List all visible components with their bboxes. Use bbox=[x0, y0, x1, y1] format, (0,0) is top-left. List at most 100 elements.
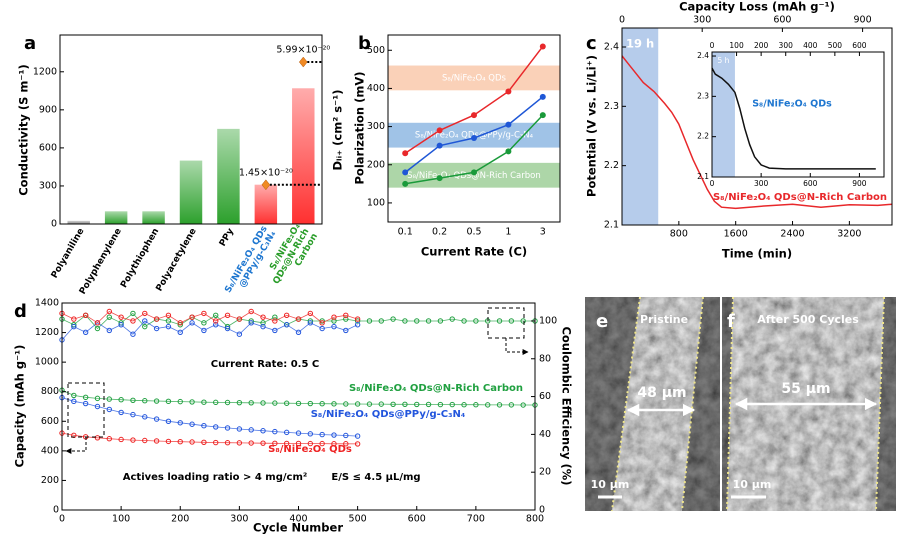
bar bbox=[254, 184, 278, 224]
point bbox=[260, 323, 266, 330]
point bbox=[354, 433, 361, 439]
panel-letter: d bbox=[14, 301, 27, 322]
point bbox=[307, 320, 314, 326]
point bbox=[319, 320, 325, 326]
point bbox=[260, 440, 266, 446]
point bbox=[224, 399, 231, 406]
y-tick-label: 2.1 bbox=[604, 220, 619, 231]
point bbox=[201, 439, 207, 445]
point bbox=[165, 398, 172, 405]
point bbox=[142, 323, 148, 330]
y-tick-label: 200 bbox=[41, 475, 59, 486]
point bbox=[71, 432, 77, 439]
point bbox=[201, 423, 207, 429]
point bbox=[224, 440, 231, 446]
y-tick-label: 1000 bbox=[35, 357, 59, 368]
point bbox=[402, 180, 409, 187]
point bbox=[142, 437, 148, 444]
x2-tick-label: 600 bbox=[852, 41, 867, 50]
x-tick-label: 1600 bbox=[724, 229, 748, 240]
panel-letter: b bbox=[358, 33, 371, 54]
x-tick-label: Polyacetylene bbox=[155, 227, 199, 294]
point bbox=[437, 401, 444, 408]
point bbox=[224, 425, 231, 431]
point bbox=[142, 398, 148, 404]
plot-frame bbox=[711, 51, 885, 178]
sem-shade bbox=[722, 297, 733, 511]
bar bbox=[292, 88, 315, 224]
point bbox=[153, 316, 160, 322]
y-tick-label: 400 bbox=[367, 83, 385, 94]
x2-tick-label: 900 bbox=[854, 15, 872, 26]
point bbox=[402, 150, 409, 157]
point bbox=[71, 316, 77, 322]
point bbox=[378, 318, 384, 324]
point bbox=[343, 316, 349, 322]
x-tick-label: 500 bbox=[349, 514, 367, 525]
y-tick-label: 2.2 bbox=[604, 160, 619, 171]
x-tick-label: 900 bbox=[852, 179, 867, 188]
point bbox=[331, 314, 337, 320]
point bbox=[189, 421, 195, 427]
y-tick-label: 800 bbox=[41, 386, 59, 397]
bar bbox=[67, 220, 90, 224]
point bbox=[130, 397, 136, 403]
dli-marker bbox=[261, 179, 271, 191]
x-tick-label: 100 bbox=[112, 514, 130, 525]
plot-area bbox=[712, 52, 884, 177]
sem-shade bbox=[682, 297, 720, 511]
x-tick-label: Polyaniline bbox=[50, 227, 87, 280]
point bbox=[224, 312, 231, 318]
y-axis-label: Capacity (mAh g⁻¹) bbox=[13, 345, 27, 468]
point bbox=[520, 318, 526, 324]
y2-tick-label: 40 bbox=[539, 429, 551, 440]
x-tick-label: 0 bbox=[710, 179, 715, 188]
point bbox=[390, 316, 396, 322]
band-label: S₈/NiFe₂O₄ QDs bbox=[442, 73, 506, 83]
point bbox=[354, 316, 361, 322]
point bbox=[461, 402, 467, 408]
point bbox=[343, 441, 349, 447]
point bbox=[106, 396, 113, 402]
series-line bbox=[711, 67, 876, 170]
point bbox=[471, 169, 477, 176]
point bbox=[248, 440, 254, 446]
point bbox=[331, 401, 337, 407]
boundary bbox=[726, 296, 734, 512]
point bbox=[425, 401, 432, 408]
point bbox=[165, 418, 172, 424]
callout-arrow bbox=[65, 437, 87, 454]
bar bbox=[217, 128, 240, 224]
point bbox=[130, 310, 136, 317]
y-tick-label: 200 bbox=[367, 159, 385, 170]
point bbox=[177, 438, 183, 445]
point bbox=[366, 401, 373, 407]
y2-tick-label: 0 bbox=[539, 505, 545, 516]
point bbox=[471, 112, 477, 119]
point bbox=[295, 400, 302, 407]
y2-tick-label: 80 bbox=[539, 353, 551, 364]
point bbox=[343, 312, 349, 318]
scale-bar-label: 10 µm bbox=[591, 478, 630, 491]
x-tick-label: 600 bbox=[803, 179, 818, 188]
point bbox=[283, 440, 290, 447]
sem-image-e: e Pristine 48 µm 10 µm bbox=[585, 296, 720, 512]
point bbox=[189, 314, 195, 320]
point bbox=[213, 322, 219, 328]
point bbox=[248, 427, 254, 433]
point bbox=[425, 318, 432, 324]
point bbox=[505, 148, 512, 155]
point bbox=[106, 314, 113, 320]
point bbox=[539, 112, 546, 119]
sem-caption: After 500 Cycles bbox=[757, 313, 859, 326]
point bbox=[177, 398, 183, 405]
x-tick-label: 3 bbox=[540, 227, 546, 238]
point bbox=[71, 392, 77, 399]
shade-label: 19 h bbox=[626, 37, 654, 51]
point bbox=[473, 318, 479, 324]
x-tick-label: Polythiophen bbox=[119, 227, 161, 290]
point bbox=[260, 314, 266, 320]
point bbox=[471, 135, 477, 142]
point bbox=[213, 318, 219, 324]
